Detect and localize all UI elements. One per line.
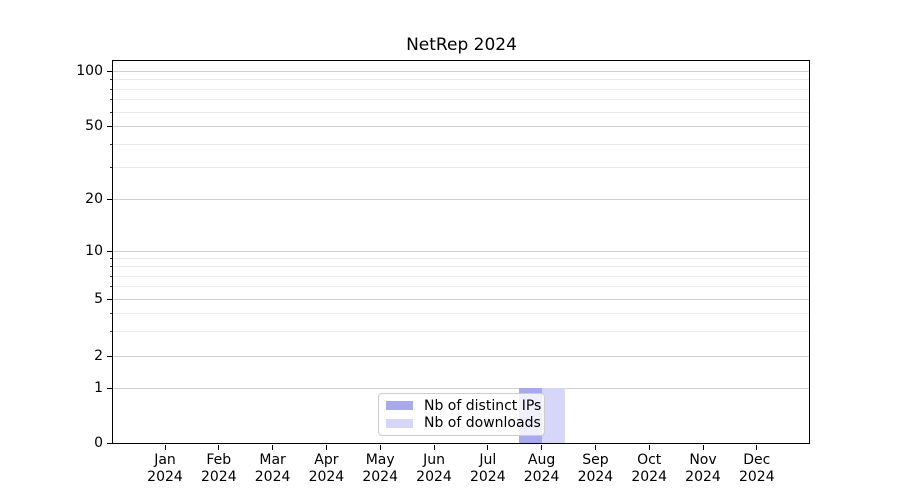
x-tick-label: Jan 2024 xyxy=(147,452,183,485)
y-minor-gridline xyxy=(113,266,809,267)
legend-item-downloads: Nb of downloads xyxy=(386,415,541,431)
y-minor-tick-mark xyxy=(110,89,113,90)
x-tick-mark xyxy=(379,445,381,450)
legend-label-downloads: Nb of downloads xyxy=(424,415,541,432)
y-tick-mark xyxy=(107,71,112,72)
legend-swatch-distinct-ips-icon xyxy=(386,401,413,411)
y-minor-gridline xyxy=(113,79,809,80)
plot-area xyxy=(112,60,810,444)
y-minor-gridline xyxy=(113,286,809,287)
y-minor-gridline xyxy=(113,89,809,90)
x-tick-label: Mar 2024 xyxy=(254,452,291,485)
y-minor-tick-mark xyxy=(110,313,113,314)
y-tick-label: 100 xyxy=(76,63,103,79)
x-tick-mark xyxy=(272,445,274,450)
legend: Nb of distinct IPs Nb of downloads xyxy=(378,393,545,436)
y-minor-tick-mark xyxy=(110,266,113,267)
y-tick-label: 5 xyxy=(94,291,103,307)
y-minor-tick-mark xyxy=(110,331,113,332)
y-minor-tick-mark xyxy=(110,167,113,168)
y-major-gridline xyxy=(113,71,809,72)
y-tick-label: 20 xyxy=(85,191,103,207)
x-tick-mark xyxy=(648,445,650,450)
x-tick-label: Oct 2024 xyxy=(631,452,667,485)
x-tick-mark xyxy=(594,445,596,450)
y-tick-label: 0 xyxy=(94,435,103,451)
y-minor-gridline xyxy=(113,331,809,332)
x-tick-mark xyxy=(702,445,704,450)
y-tick-mark xyxy=(107,388,112,389)
x-tick-mark xyxy=(756,445,758,450)
x-tick-mark xyxy=(541,445,543,450)
y-major-gridline xyxy=(113,126,809,127)
y-minor-tick-mark xyxy=(110,99,113,100)
y-tick-label: 1 xyxy=(94,380,103,396)
y-minor-tick-mark xyxy=(110,112,113,113)
y-minor-tick-mark xyxy=(110,144,113,145)
y-major-gridline xyxy=(113,356,809,357)
y-tick-label: 2 xyxy=(94,348,103,364)
y-minor-tick-mark xyxy=(110,258,113,259)
x-tick-mark xyxy=(433,445,435,450)
y-minor-tick-mark xyxy=(110,276,113,277)
y-minor-tick-mark xyxy=(110,79,113,80)
y-tick-label: 50 xyxy=(85,118,103,134)
y-minor-gridline xyxy=(113,99,809,100)
x-tick-label: Aug 2024 xyxy=(523,452,560,485)
y-minor-gridline xyxy=(113,313,809,314)
y-tick-mark xyxy=(107,356,112,357)
x-tick-mark xyxy=(487,445,489,450)
y-tick-mark xyxy=(107,443,112,444)
y-minor-gridline xyxy=(113,112,809,113)
y-tick-label: 10 xyxy=(85,243,103,259)
y-major-gridline xyxy=(113,199,809,200)
bar-downloads xyxy=(542,388,565,443)
y-tick-mark xyxy=(107,251,112,252)
x-tick-mark xyxy=(164,445,166,450)
x-tick-label: May 2024 xyxy=(362,452,398,485)
x-tick-mark xyxy=(325,445,327,450)
x-tick-label: Apr 2024 xyxy=(308,452,345,485)
legend-swatch-downloads-icon xyxy=(386,418,413,428)
y-minor-gridline xyxy=(113,144,809,145)
x-tick-label: Nov 2024 xyxy=(685,452,721,485)
x-tick-label: Jun 2024 xyxy=(416,452,452,485)
x-tick-label: Jul 2024 xyxy=(469,452,506,485)
y-minor-gridline xyxy=(113,258,809,259)
legend-item-distinct-ips: Nb of distinct IPs xyxy=(386,398,541,414)
x-tick-label: Sep 2024 xyxy=(577,452,614,485)
legend-label-distinct-ips: Nb of distinct IPs xyxy=(424,397,542,414)
y-tick-mark xyxy=(107,199,112,200)
x-tick-label: Feb 2024 xyxy=(200,452,237,485)
y-minor-gridline xyxy=(113,276,809,277)
y-major-gridline xyxy=(113,251,809,252)
x-tick-label: Dec 2024 xyxy=(738,452,775,485)
y-minor-tick-mark xyxy=(110,286,113,287)
y-tick-mark xyxy=(107,299,112,300)
y-tick-mark xyxy=(107,126,112,127)
x-tick-mark xyxy=(218,445,220,450)
y-minor-gridline xyxy=(113,167,809,168)
chart-title: NetRep 2024 xyxy=(406,35,517,55)
y-major-gridline xyxy=(113,388,809,389)
y-major-gridline xyxy=(113,299,809,300)
